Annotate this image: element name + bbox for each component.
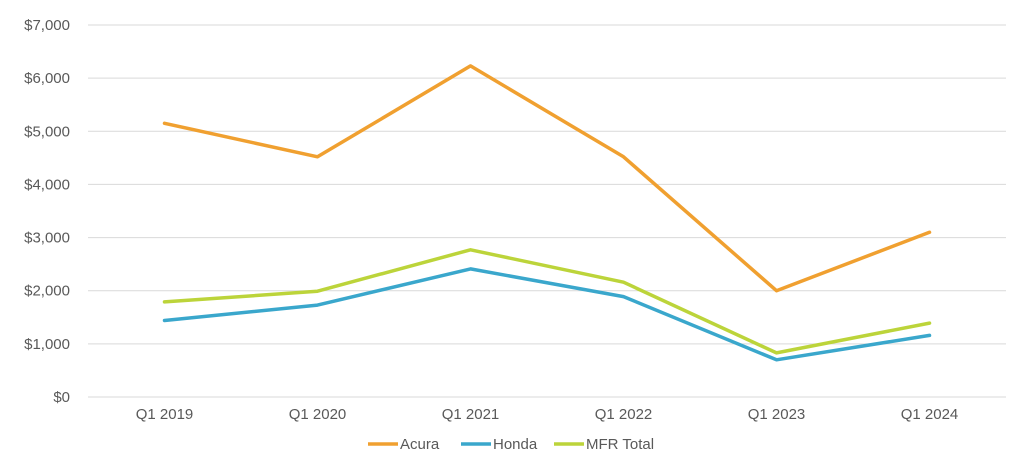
y-tick-label: $3,000 bbox=[24, 230, 70, 247]
x-tick-label: Q1 2024 bbox=[901, 406, 959, 423]
y-tick-label: $2,000 bbox=[24, 283, 70, 300]
x-tick-label: Q1 2019 bbox=[136, 406, 194, 423]
legend-label-acura: Acura bbox=[400, 436, 440, 453]
x-tick-label: Q1 2020 bbox=[289, 406, 347, 423]
y-axis-ticks: $0 $1,000 $2,000 $3,000 $4,000 $5,000 $6,000 $7… bbox=[24, 17, 70, 406]
y-tick-label: $0 bbox=[53, 389, 70, 406]
y-tick-label: $7,000 bbox=[24, 17, 70, 34]
series-lines bbox=[162, 64, 932, 362]
y-tick-label: $6,000 bbox=[24, 70, 70, 87]
y-tick-label: $4,000 bbox=[24, 176, 70, 193]
series-line-mfr-total bbox=[162, 248, 932, 355]
x-tick-label: Q1 2021 bbox=[442, 406, 500, 423]
x-axis-ticks: Q1 2019 Q1 2020 Q1 2021 Q1 2022 Q1 2023 Q1 20… bbox=[136, 406, 959, 423]
x-tick-label: Q1 2023 bbox=[748, 406, 806, 423]
series-line-honda bbox=[162, 267, 932, 362]
series-line-acura bbox=[162, 64, 932, 293]
y-tick-label: $5,000 bbox=[24, 123, 70, 140]
x-tick-label: Q1 2022 bbox=[595, 406, 653, 423]
legend-label-mfr-total: MFR Total bbox=[586, 436, 654, 453]
legend-label-honda: Honda bbox=[493, 436, 538, 453]
gridlines bbox=[88, 24, 1006, 345]
y-tick-label: $1,000 bbox=[24, 336, 70, 353]
legend: Acura Honda MFR Total bbox=[368, 436, 654, 453]
